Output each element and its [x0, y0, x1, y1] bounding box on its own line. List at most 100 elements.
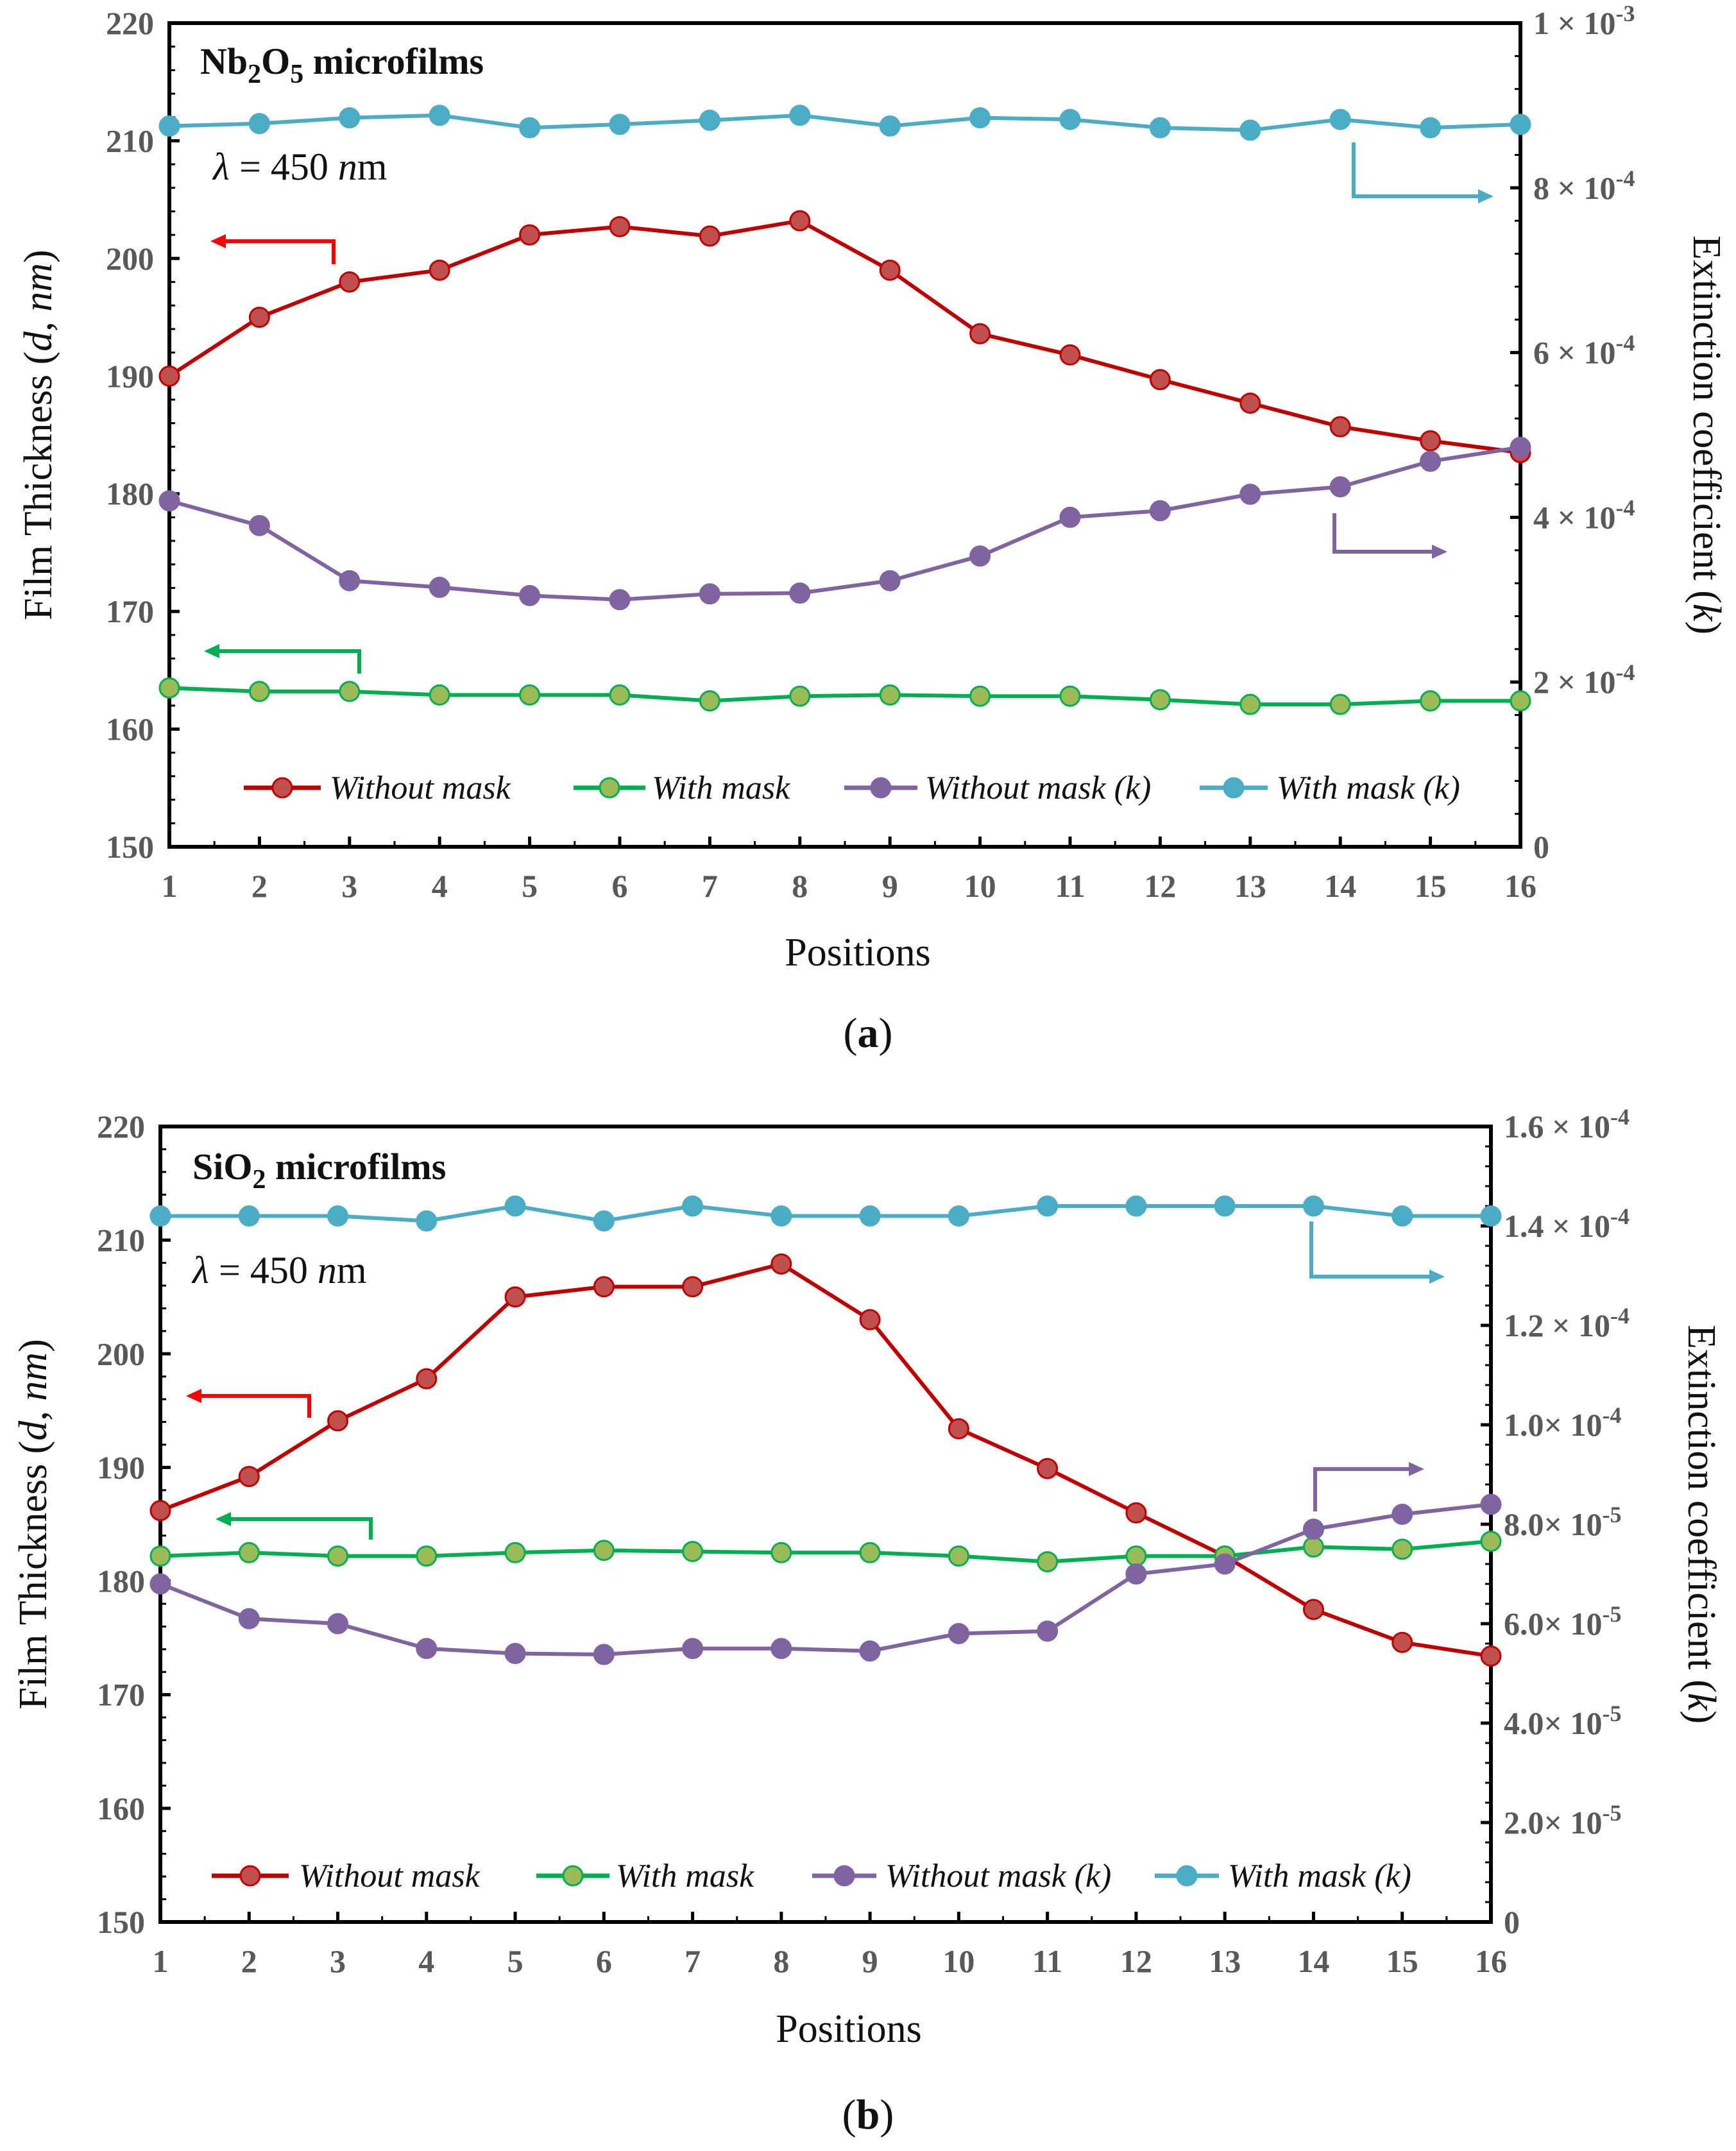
- point-with-mask: [1125, 1545, 1147, 1567]
- point-with-mask-k: [339, 107, 361, 129]
- point-without-mask-k: [1149, 500, 1171, 522]
- x-tick-label: 10: [964, 868, 996, 904]
- arrow-with-mask-k-right: [1352, 142, 1493, 203]
- panel-title: SiO2 microfilms: [192, 1146, 446, 1195]
- point-with-mask: [859, 1542, 881, 1563]
- point-without-mask-k: [1214, 1553, 1236, 1575]
- legend: Without mask With mask Without mask (k) …: [212, 1858, 1411, 1894]
- right-tick-label: 1.2 × 10-4: [1504, 1303, 1630, 1343]
- x-tick-label: 11: [1032, 1943, 1062, 1979]
- point-without-mask-k: [339, 570, 361, 591]
- point-with-mask-k: [948, 1205, 969, 1227]
- left-tick-label: 180: [106, 476, 154, 512]
- point-without-mask-k: [1302, 1518, 1324, 1540]
- point-with-mask: [879, 684, 901, 706]
- point-without-mask: [327, 1410, 349, 1432]
- point-without-mask-k: [1239, 483, 1261, 505]
- x-tick-label: 6: [596, 1943, 612, 1979]
- arrow-without-mask-left: [210, 234, 336, 264]
- point-with-mask: [1329, 693, 1351, 715]
- point-with-mask: [339, 681, 361, 702]
- arrow-without-mask-k-right: [1313, 1462, 1424, 1511]
- point-without-mask-k: [1420, 450, 1442, 472]
- x-axis-title: Positions: [785, 931, 930, 974]
- point-without-mask-k: [1329, 476, 1351, 498]
- y-axis-title-left: Film Thickness (d, nm): [12, 1339, 55, 1710]
- point-without-mask: [948, 1418, 969, 1440]
- point-without-mask: [699, 225, 720, 247]
- tick-marks: [158, 1125, 1493, 1924]
- point-with-mask-k: [593, 1210, 615, 1232]
- point-without-mask: [1480, 1645, 1502, 1667]
- point-without-mask-k: [879, 570, 901, 591]
- point-with-mask-k: [1149, 117, 1171, 139]
- left-tick-label: 210: [97, 1222, 145, 1258]
- x-tick-label: 6: [612, 868, 628, 904]
- legend-item-without-mask-k: Without mask (k): [812, 1858, 1111, 1894]
- point-with-mask: [1059, 685, 1081, 707]
- right-tick-label: 4.0× 10-5: [1504, 1701, 1622, 1741]
- x-tick-label: 4: [418, 1943, 434, 1979]
- x-tick-label: 4: [432, 868, 448, 904]
- point-with-mask-k: [1302, 1195, 1324, 1217]
- point-with-mask-k: [1125, 1195, 1147, 1217]
- point-with-mask-k: [879, 115, 901, 137]
- x-tick-label: 13: [1209, 1943, 1241, 1979]
- point-with-mask-k: [969, 107, 991, 129]
- wavelength-label: λ = 450 nm: [191, 1249, 367, 1291]
- point-with-mask: [429, 684, 450, 706]
- point-with-mask: [948, 1545, 969, 1567]
- point-with-mask-k: [327, 1205, 349, 1227]
- point-without-mask: [1149, 369, 1171, 391]
- x-tick-label: 14: [1324, 868, 1356, 904]
- point-with-mask: [770, 1542, 792, 1563]
- x-tick-label: 1: [153, 1943, 169, 1979]
- legend-item-with-mask: With mask: [536, 1858, 754, 1894]
- point-with-mask-k: [682, 1195, 704, 1217]
- left-tick-label: 150: [106, 829, 154, 865]
- legend-item-without-mask-k: Without mask (k): [844, 770, 1151, 806]
- point-with-mask-k: [1480, 1205, 1502, 1227]
- point-without-mask-k: [327, 1613, 349, 1635]
- left-tick-label: 160: [106, 711, 154, 747]
- point-without-mask-k: [504, 1643, 526, 1664]
- left-tick-label: 200: [97, 1336, 145, 1372]
- arrow-without-mask-k-right: [1332, 513, 1447, 559]
- point-with-mask-k: [1391, 1205, 1413, 1227]
- point-with-mask-k: [859, 1205, 881, 1227]
- wavelength-label: λ = 450 nm: [212, 146, 387, 188]
- arrow-with-mask-left: [216, 1512, 373, 1540]
- point-without-mask-k: [1037, 1620, 1059, 1642]
- panel-title: Nb2O5 microfilms: [200, 40, 484, 89]
- point-without-mask: [1239, 392, 1261, 414]
- y-axis-title-right: Extinction coefficient (k): [1680, 1325, 1723, 1724]
- svg-text:With mask: With mask: [616, 1858, 754, 1894]
- x-tick-label: 8: [792, 868, 808, 904]
- point-without-mask: [1329, 416, 1351, 438]
- point-without-mask-k: [149, 1573, 171, 1595]
- point-with-mask: [1391, 1538, 1413, 1560]
- svg-text:With mask (k): With mask (k): [1228, 1858, 1411, 1894]
- point-with-mask: [682, 1541, 704, 1563]
- point-with-mask: [149, 1545, 171, 1567]
- left-tick-label: 200: [106, 241, 154, 276]
- point-without-mask-k: [519, 584, 541, 606]
- x-tick-label: 13: [1234, 868, 1266, 904]
- right-tick-label: 0: [1504, 1904, 1520, 1940]
- point-without-mask-k: [609, 589, 631, 611]
- point-with-mask: [248, 681, 270, 702]
- point-with-mask-k: [238, 1205, 260, 1227]
- point-with-mask: [504, 1542, 526, 1563]
- x-tick-label: 5: [522, 868, 538, 904]
- x-tick-label: 5: [507, 1943, 523, 1979]
- left-tick-label: 190: [97, 1449, 145, 1485]
- point-without-mask-k: [1391, 1504, 1413, 1525]
- point-with-mask-k: [1214, 1195, 1236, 1217]
- point-with-mask-k: [1420, 117, 1442, 139]
- left-tick-label: 160: [97, 1790, 145, 1826]
